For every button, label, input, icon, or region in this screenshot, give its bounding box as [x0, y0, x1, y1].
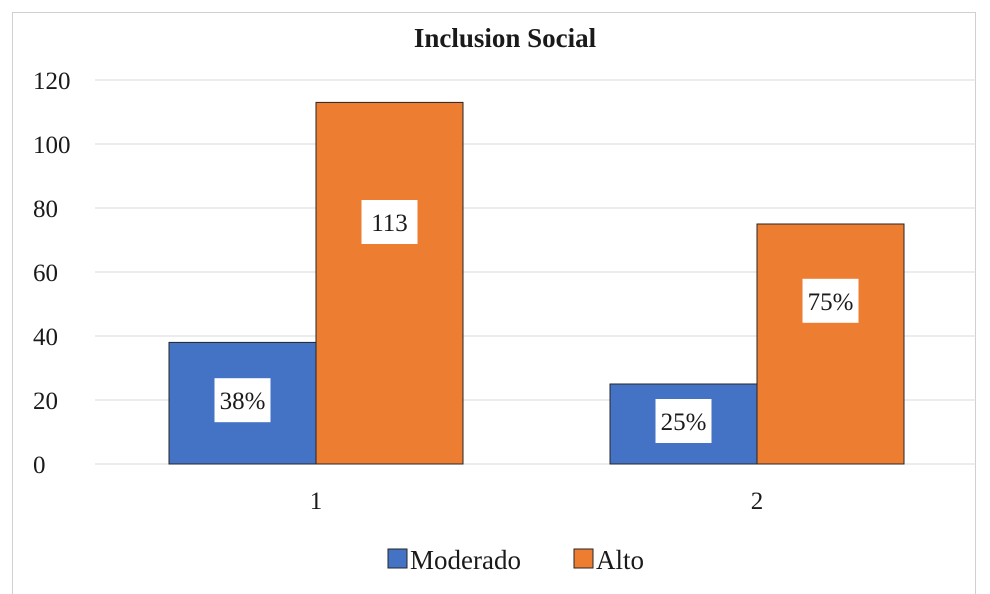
legend-swatch-moderado — [387, 548, 408, 569]
y-tick-label: 100 — [33, 132, 71, 159]
y-tick-label: 120 — [33, 68, 71, 95]
chart-frame — [12, 12, 976, 594]
chart-title: Inclusion Social — [414, 23, 597, 53]
bar-alto-1 — [315, 101, 464, 465]
y-tick-label: 20 — [33, 388, 58, 415]
y-axis-ticks: 0 20 40 60 80 100 120 — [33, 68, 71, 479]
y-tick-label: 60 — [33, 260, 58, 287]
bars: 38% 113 25% 75% — [168, 101, 905, 465]
data-label-box — [361, 200, 418, 244]
data-label: 113 — [371, 210, 408, 237]
data-label-box — [214, 378, 271, 423]
y-tick-label: 0 — [33, 452, 46, 479]
data-label: 25% — [661, 409, 707, 436]
data-label: 38% — [220, 388, 266, 415]
x-category-label: 2 — [751, 488, 764, 515]
bar-alto-2 — [756, 223, 905, 465]
legend: Moderado Alto — [387, 545, 644, 575]
y-tick-label: 40 — [33, 324, 58, 351]
x-category-label: 1 — [310, 488, 323, 515]
legend-label-moderado: Moderado — [410, 545, 521, 575]
data-label-box — [655, 399, 712, 443]
data-label: 75% — [808, 289, 854, 316]
legend-label-alto: Alto — [596, 545, 644, 575]
data-label-box — [802, 278, 859, 323]
legend-swatch-alto — [573, 548, 594, 569]
y-tick-label: 80 — [33, 196, 58, 223]
